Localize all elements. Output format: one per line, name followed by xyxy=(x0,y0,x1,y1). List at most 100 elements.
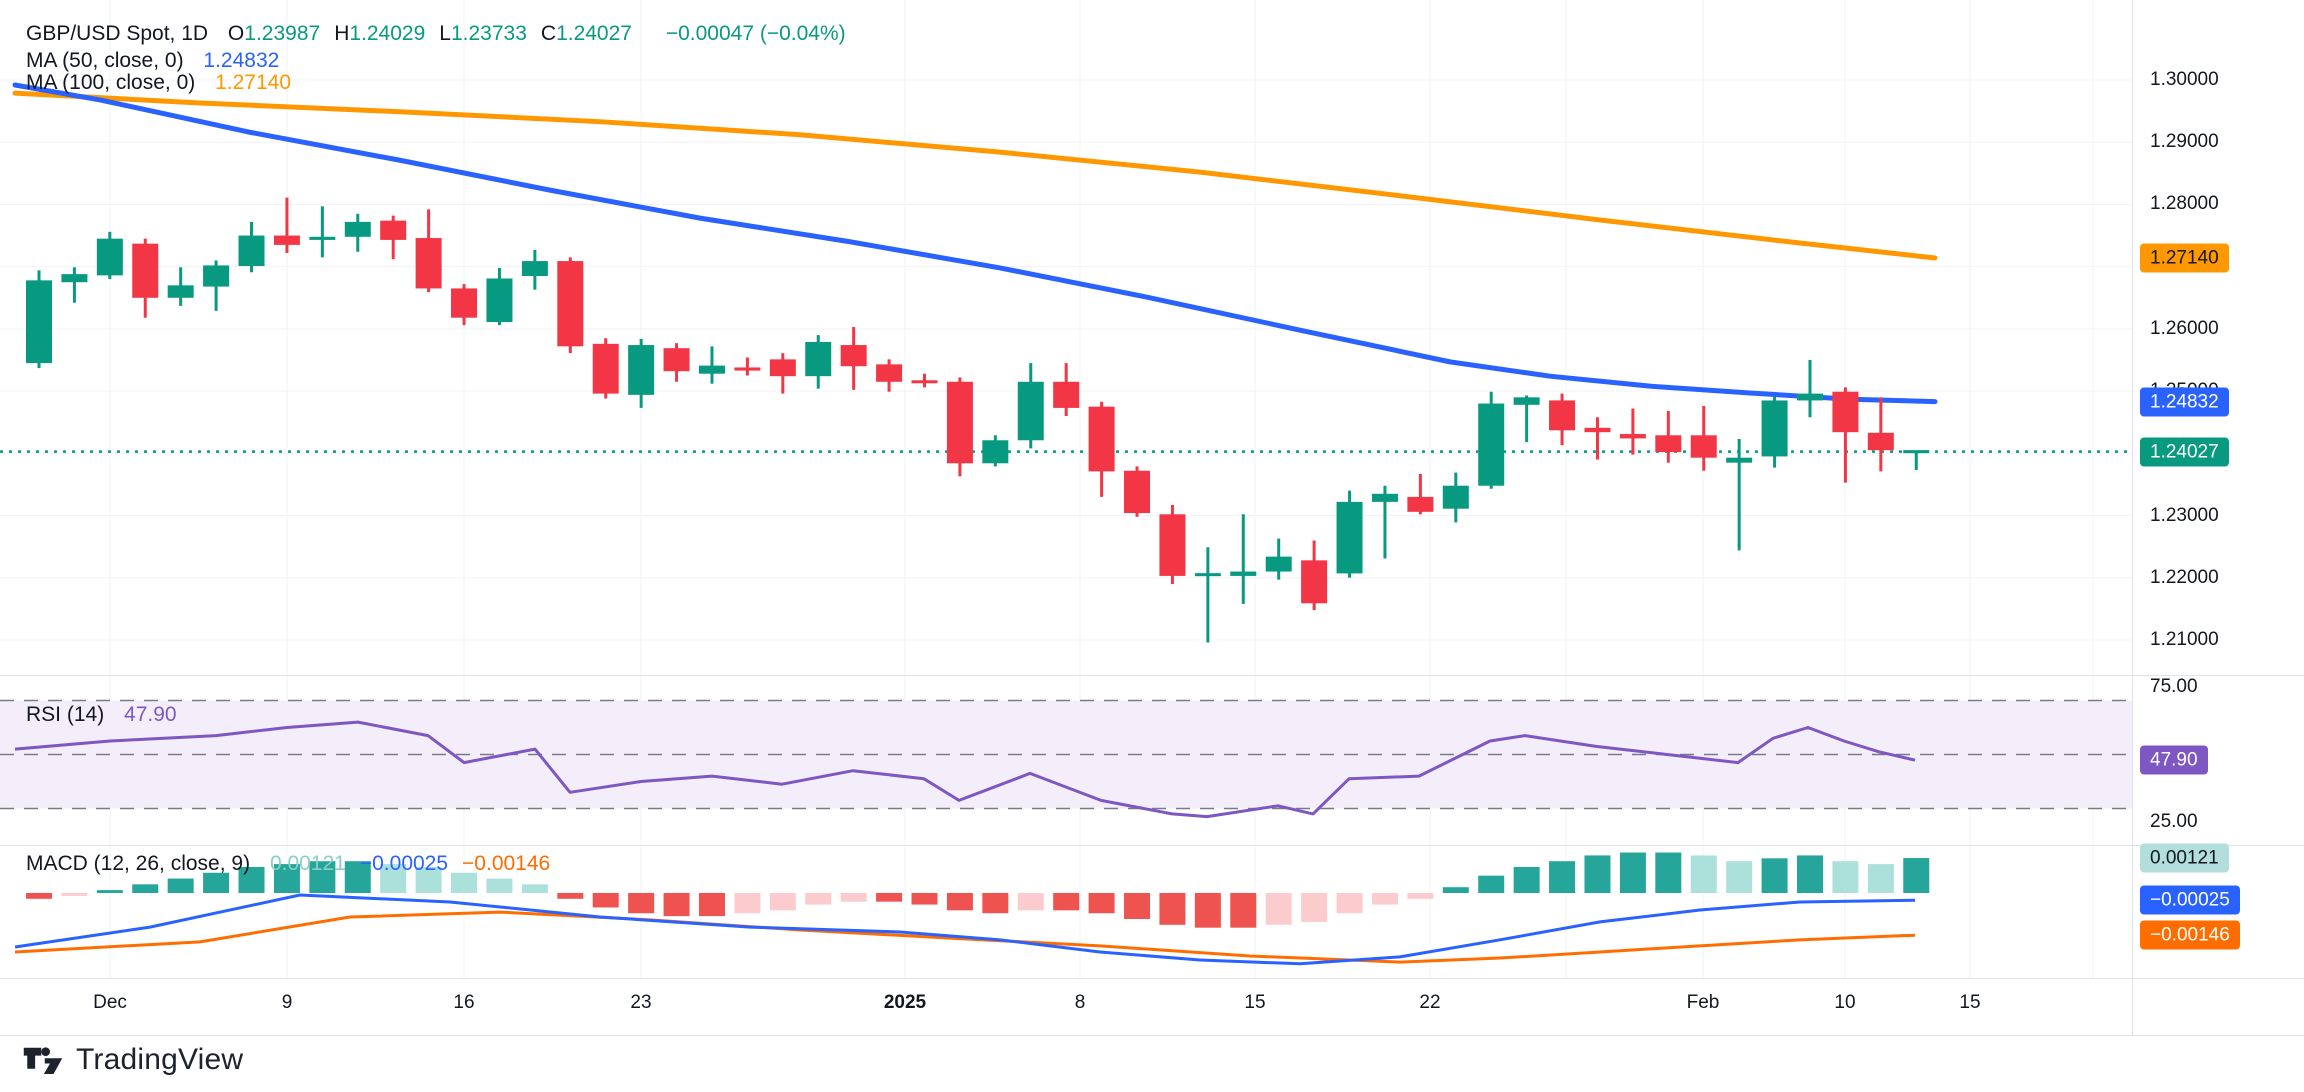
candle-body[interactable] xyxy=(982,440,1009,464)
time-axis-label[interactable]: Feb xyxy=(1686,992,1720,1013)
time-axis-label[interactable]: 22 xyxy=(1419,992,1441,1013)
macd-signal-line[interactable] xyxy=(14,910,1916,964)
time-axis-label[interactable]: 16 xyxy=(453,992,475,1013)
candle-body[interactable] xyxy=(1017,381,1044,441)
macd-histogram-bar[interactable] xyxy=(663,893,690,917)
candle-body[interactable] xyxy=(1336,501,1363,574)
candle-body[interactable] xyxy=(769,359,796,377)
candle-body[interactable] xyxy=(805,341,832,377)
candle-body[interactable] xyxy=(1832,391,1859,433)
candle-body[interactable] xyxy=(61,274,88,283)
candle-body[interactable] xyxy=(946,381,973,464)
macd-histogram-bar[interactable] xyxy=(415,866,442,893)
candle-body[interactable] xyxy=(1194,573,1221,577)
macd-histogram-bar[interactable] xyxy=(1230,893,1257,928)
macd-histogram-bar[interactable] xyxy=(1690,855,1717,893)
macd-histogram-bar[interactable] xyxy=(769,893,796,911)
candle-body[interactable] xyxy=(840,345,867,367)
symbol-legend[interactable]: GBP/USD Spot, 1D O1.23987 H1.24029 L1.2373… xyxy=(26,22,846,46)
candle-body[interactable] xyxy=(203,265,230,287)
candle-body[interactable] xyxy=(1761,400,1788,457)
candle-body[interactable] xyxy=(1442,485,1469,509)
macd-line[interactable] xyxy=(14,893,1916,966)
candle-body[interactable] xyxy=(1690,435,1717,458)
macd-histogram-bar[interactable] xyxy=(167,878,194,893)
panel-separator-rsi[interactable] xyxy=(0,675,2304,676)
macd-histogram-bar[interactable] xyxy=(982,893,1009,914)
macd-histogram-bar[interactable] xyxy=(1549,861,1576,893)
macd-histogram-bar[interactable] xyxy=(486,878,513,893)
macd-histogram-bar[interactable] xyxy=(132,884,159,893)
candle-body[interactable] xyxy=(1619,434,1646,439)
candle-body[interactable] xyxy=(1088,406,1115,472)
candle-body[interactable] xyxy=(1265,556,1292,572)
macd-histogram-bar[interactable] xyxy=(911,893,938,905)
time-axis-label[interactable]: Dec xyxy=(93,992,127,1013)
candle-body[interactable] xyxy=(96,238,123,276)
candle-body[interactable] xyxy=(698,365,725,374)
candle-body[interactable] xyxy=(415,238,442,289)
candle-body[interactable] xyxy=(592,343,619,394)
macd-histogram-bar[interactable] xyxy=(273,864,300,893)
macd-histogram-bar[interactable] xyxy=(96,890,123,893)
macd-histogram-bar[interactable] xyxy=(380,864,407,893)
candle-body[interactable] xyxy=(238,235,265,267)
candle-body[interactable] xyxy=(628,345,655,395)
candle-body[interactable] xyxy=(451,288,478,318)
ma50-line[interactable] xyxy=(12,82,1938,405)
macd-histogram-bar[interactable] xyxy=(309,861,336,893)
macd-histogram-bar[interactable] xyxy=(1903,858,1930,893)
time-axis-label[interactable]: 23 xyxy=(630,992,652,1013)
macd-legend[interactable]: MACD (12, 26, close, 9) 0.00121 −0.00025−… xyxy=(26,852,564,876)
macd-histogram-bar[interactable] xyxy=(1726,861,1753,893)
candle-body[interactable] xyxy=(344,221,371,237)
candle-body[interactable] xyxy=(309,236,336,240)
candle-body[interactable] xyxy=(1726,457,1753,463)
macd-histogram-bar[interactable] xyxy=(734,893,761,914)
candle-body[interactable] xyxy=(1159,514,1186,576)
candle-body[interactable] xyxy=(1301,560,1328,604)
candle-body[interactable] xyxy=(132,243,159,298)
candle-body[interactable] xyxy=(1407,496,1434,512)
macd-histogram-bar[interactable] xyxy=(1619,852,1646,893)
macd-histogram-bar[interactable] xyxy=(628,893,655,914)
macd-histogram-bar[interactable] xyxy=(1194,893,1221,928)
macd-histogram-bar[interactable] xyxy=(1478,875,1505,893)
macd-histogram-bar[interactable] xyxy=(1761,858,1788,893)
macd-histogram-bar[interactable] xyxy=(1053,893,1080,911)
candle-body[interactable] xyxy=(1549,400,1576,431)
macd-histogram-bar[interactable] xyxy=(26,893,52,899)
macd-histogram-bar[interactable] xyxy=(521,884,548,893)
macd-histogram-bar[interactable] xyxy=(1301,893,1328,922)
candle-body[interactable] xyxy=(1655,435,1682,453)
macd-histogram-bar[interactable] xyxy=(698,893,725,917)
candle-body[interactable] xyxy=(1903,450,1930,454)
macd-histogram-bar[interactable] xyxy=(1655,852,1682,893)
macd-histogram-bar[interactable] xyxy=(946,893,973,911)
macd-histogram-bar[interactable] xyxy=(1124,893,1151,920)
candle-body[interactable] xyxy=(1513,397,1540,405)
time-axis-label[interactable]: 15 xyxy=(1244,992,1266,1013)
candle-body[interactable] xyxy=(1230,571,1257,576)
macd-histogram-bar[interactable] xyxy=(1336,893,1363,914)
time-axis-label[interactable]: 10 xyxy=(1834,992,1856,1013)
macd-histogram-bar[interactable] xyxy=(238,866,265,893)
candle-body[interactable] xyxy=(167,285,194,298)
macd-histogram-bar[interactable] xyxy=(592,893,619,908)
macd-histogram-bar[interactable] xyxy=(1442,887,1469,893)
candle-body[interactable] xyxy=(380,220,407,240)
macd-histogram-bar[interactable] xyxy=(344,861,371,893)
macd-histogram-bar[interactable] xyxy=(1797,855,1823,893)
candle-body[interactable] xyxy=(273,235,300,245)
rsi-line[interactable] xyxy=(14,720,1916,819)
ma100-line[interactable] xyxy=(12,90,1938,261)
macd-histogram-bar[interactable] xyxy=(876,893,903,902)
candle-body[interactable] xyxy=(557,261,584,347)
time-axis-label[interactable]: 9 xyxy=(281,992,293,1013)
macd-histogram-bar[interactable] xyxy=(1088,893,1115,914)
candle-body[interactable] xyxy=(26,280,52,364)
candle-body[interactable] xyxy=(521,261,548,276)
macd-histogram-bar[interactable] xyxy=(451,872,478,893)
panel-separator-macd[interactable] xyxy=(0,845,2304,846)
